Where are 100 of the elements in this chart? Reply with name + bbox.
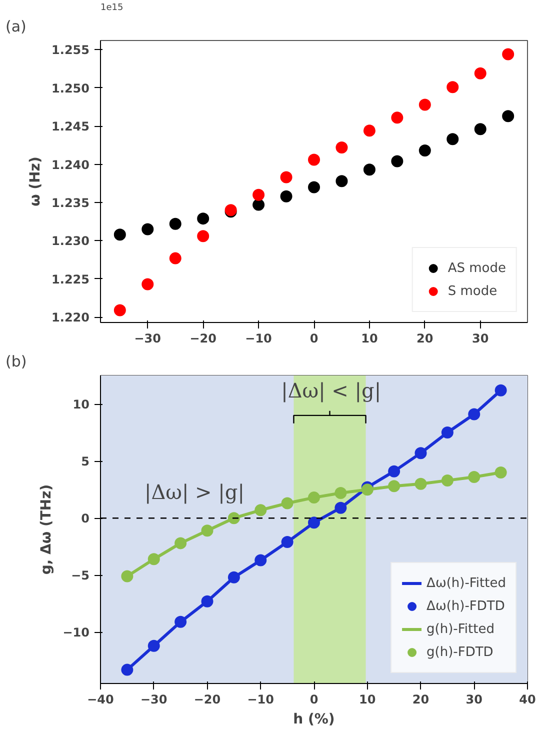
point bbox=[446, 81, 459, 94]
point bbox=[363, 164, 376, 176]
point bbox=[418, 144, 431, 157]
point bbox=[142, 223, 154, 236]
x-tick-label: 0 bbox=[310, 692, 318, 706]
y-tick-label: 1.220 bbox=[52, 310, 90, 325]
y-tick-label: −5 bbox=[71, 568, 90, 583]
point bbox=[197, 212, 210, 225]
point bbox=[169, 218, 182, 230]
legend-label: Δω(h)-FDTD bbox=[426, 598, 505, 614]
point bbox=[502, 48, 514, 60]
x-axis-title: h (%) bbox=[293, 712, 335, 728]
point bbox=[114, 228, 126, 241]
y-tick-label: 1.225 bbox=[52, 272, 90, 286]
y-tick-label: 5 bbox=[81, 454, 90, 469]
y-tick-label: 1.245 bbox=[52, 120, 90, 134]
point bbox=[280, 190, 292, 202]
point bbox=[336, 142, 348, 154]
point bbox=[334, 502, 347, 514]
x-tick-label: 10 bbox=[359, 692, 376, 706]
point bbox=[502, 110, 514, 122]
point bbox=[308, 154, 320, 166]
x-tick-label: −20 bbox=[194, 692, 221, 706]
point bbox=[228, 512, 240, 524]
annotation: |Δω| < |g| bbox=[281, 378, 382, 403]
point bbox=[148, 553, 160, 566]
point bbox=[201, 524, 214, 537]
point bbox=[252, 198, 265, 211]
point bbox=[308, 492, 320, 504]
point bbox=[474, 123, 486, 136]
point bbox=[446, 133, 459, 146]
legend-label: AS mode bbox=[448, 260, 506, 276]
y-axis-title: ω (Hz) bbox=[28, 156, 44, 206]
point bbox=[414, 478, 427, 490]
x-tick-label: 30 bbox=[466, 692, 482, 706]
y-tick-label: 1.250 bbox=[52, 81, 90, 96]
point bbox=[281, 536, 294, 548]
point bbox=[391, 112, 404, 124]
point bbox=[336, 175, 348, 188]
point bbox=[418, 98, 431, 111]
annotation: |Δω| > |g| bbox=[144, 480, 244, 504]
x-tick-label: −40 bbox=[87, 692, 114, 706]
point bbox=[142, 278, 154, 290]
point bbox=[228, 571, 240, 584]
y-tick-label: 1.230 bbox=[52, 234, 90, 248]
x-tick-label: 30 bbox=[472, 332, 489, 346]
y-axis-title: g, Δω (THz) bbox=[38, 484, 55, 575]
x-tick-label: 10 bbox=[361, 332, 378, 346]
point bbox=[121, 570, 134, 582]
point bbox=[174, 616, 187, 628]
point bbox=[441, 426, 454, 439]
text: (b) bbox=[6, 352, 27, 370]
point bbox=[468, 408, 480, 420]
point bbox=[363, 124, 376, 137]
y-tick-label: 1.255 bbox=[52, 43, 90, 58]
legend-label: g(h)-FDTD bbox=[426, 644, 494, 660]
point bbox=[494, 384, 507, 396]
y-tick-label: 1.235 bbox=[52, 196, 90, 210]
legend-label: Δω(h)-Fitted bbox=[426, 576, 506, 590]
point bbox=[334, 487, 347, 499]
legend-label: S mode bbox=[448, 284, 498, 298]
point bbox=[197, 230, 210, 242]
y-tick-label: 1.240 bbox=[52, 158, 90, 172]
point bbox=[388, 480, 400, 492]
text: (a) bbox=[6, 18, 26, 36]
point bbox=[121, 664, 134, 676]
point bbox=[468, 471, 480, 484]
y-tick-label: −10 bbox=[62, 626, 90, 640]
x-tick-label: 40 bbox=[519, 692, 536, 706]
x-tick-label: −30 bbox=[140, 692, 168, 706]
y-tick-label: 10 bbox=[72, 398, 90, 412]
point bbox=[494, 466, 507, 478]
point bbox=[308, 516, 320, 529]
point bbox=[254, 504, 267, 516]
legend-label: g(h)-Fitted bbox=[426, 622, 494, 636]
point bbox=[169, 252, 182, 264]
x-tick-label: 0 bbox=[310, 332, 318, 346]
y-tick-label: 0 bbox=[81, 512, 90, 526]
x-tick-label: 20 bbox=[412, 692, 430, 706]
point bbox=[174, 537, 187, 550]
point bbox=[201, 595, 214, 608]
point bbox=[148, 640, 160, 652]
point bbox=[280, 171, 292, 184]
point bbox=[308, 181, 320, 194]
point bbox=[114, 304, 126, 316]
x-tick-label: −20 bbox=[190, 332, 216, 346]
point bbox=[254, 554, 267, 566]
point bbox=[388, 465, 400, 478]
point bbox=[252, 188, 265, 201]
x-tick-label: −10 bbox=[247, 692, 274, 706]
x-tick-label: −30 bbox=[134, 332, 162, 346]
text: 1e15 bbox=[100, 3, 124, 13]
point bbox=[281, 497, 294, 510]
point bbox=[441, 474, 454, 486]
point bbox=[391, 155, 404, 168]
x-tick-label: 20 bbox=[416, 332, 434, 346]
point bbox=[474, 67, 486, 80]
x-tick-label: −10 bbox=[245, 332, 272, 346]
point bbox=[361, 484, 374, 496]
point bbox=[414, 447, 427, 460]
